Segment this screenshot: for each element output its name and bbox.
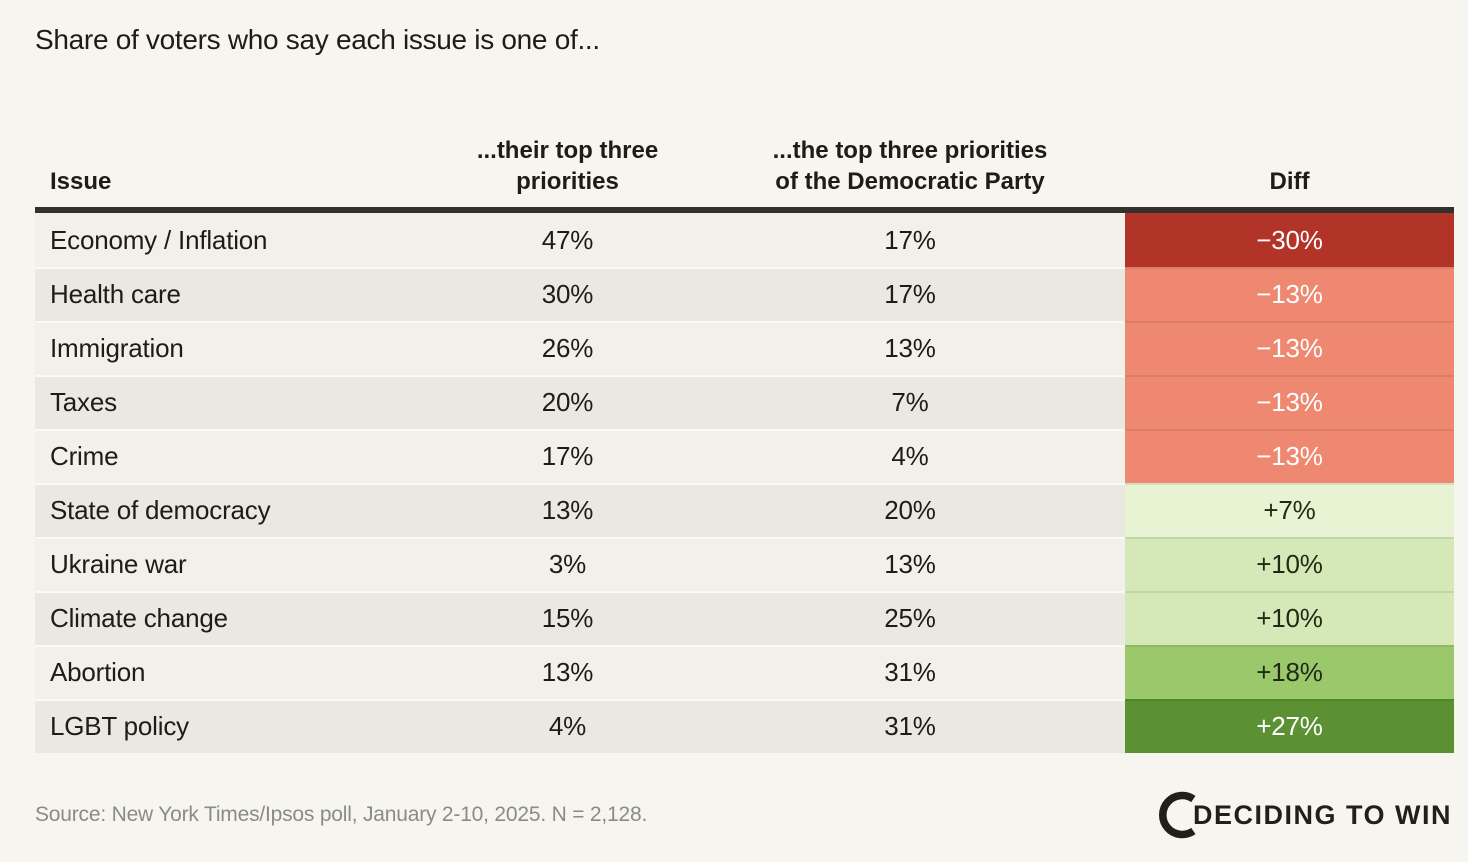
issue-label: Ukraine war [35,537,440,591]
issue-label: Immigration [35,321,440,375]
logo-text: DECIDING TO WIN [1192,799,1452,830]
dems-value: 13% [695,321,1125,375]
diff-value: +18% [1125,645,1454,699]
table-row: Taxes 20% 7% −13% [35,375,1454,429]
diff-value: +10% [1125,537,1454,591]
page-title: Share of voters who say each issue is on… [35,24,600,55]
dems-value: 31% [695,645,1125,699]
voters-value: 3% [440,537,695,591]
voters-value: 26% [440,321,695,375]
column-header-democratic-priorities: ...the top three priorities of the Democ… [772,136,1048,196]
deciding-to-win-logo: DECIDING TO WIN [1156,789,1452,841]
diff-value: −13% [1125,375,1454,429]
table-row: Crime 17% 4% −13% [35,429,1454,483]
voters-value: 4% [440,699,695,753]
table-row: Immigration 26% 13% −13% [35,321,1454,375]
issue-label: Climate change [35,591,440,645]
voters-value: 17% [440,429,695,483]
voters-value: 13% [440,645,695,699]
dems-value: 31% [695,699,1125,753]
dems-value: 17% [695,213,1125,267]
dems-value: 4% [695,429,1125,483]
table-row: LGBT policy 4% 31% +27% [35,699,1454,753]
diff-value: +10% [1125,591,1454,645]
dems-value: 13% [695,537,1125,591]
diff-value: −30% [1125,213,1454,267]
dems-value: 7% [695,375,1125,429]
table-row: Ukraine war 3% 13% +10% [35,537,1454,591]
diff-value: +27% [1125,699,1454,753]
voters-value: 15% [440,591,695,645]
dems-value: 20% [695,483,1125,537]
column-header-issue: Issue [50,168,112,196]
issue-label: Taxes [35,375,440,429]
diff-value: +7% [1125,483,1454,537]
table-row: Health care 30% 17% −13% [35,267,1454,321]
issue-label: State of democracy [35,483,440,537]
table-row: Economy / Inflation 47% 17% −30% [35,213,1454,267]
priorities-table: Issue ...their top three priorities ...t… [35,118,1454,753]
issue-label: Crime [35,429,440,483]
voters-value: 13% [440,483,695,537]
issue-label: Health care [35,267,440,321]
source-note: Source: New York Times/Ipsos poll, Janua… [35,803,648,826]
issue-label: Economy / Inflation [35,213,440,267]
table-row: Abortion 13% 31% +18% [35,645,1454,699]
voters-value: 47% [440,213,695,267]
dems-value: 17% [695,267,1125,321]
voters-value: 30% [440,267,695,321]
diff-value: −13% [1125,267,1454,321]
column-header-voter-priorities: ...their top three priorities [476,136,659,196]
table-body: Economy / Inflation 47% 17% −30% Health … [35,213,1454,753]
table-row: Climate change 15% 25% +10% [35,591,1454,645]
c-ring-icon [1158,791,1196,839]
voters-value: 20% [440,375,695,429]
column-header-diff: Diff [1269,168,1310,196]
table-row: State of democracy 13% 20% +7% [35,483,1454,537]
diff-value: −13% [1125,429,1454,483]
table-header-row: Issue ...their top three priorities ...t… [35,118,1454,213]
dems-value: 25% [695,591,1125,645]
diff-value: −13% [1125,321,1454,375]
footer: Source: New York Times/Ipsos poll, Janua… [35,780,1452,850]
issue-label: LGBT policy [35,699,440,753]
issue-label: Abortion [35,645,440,699]
